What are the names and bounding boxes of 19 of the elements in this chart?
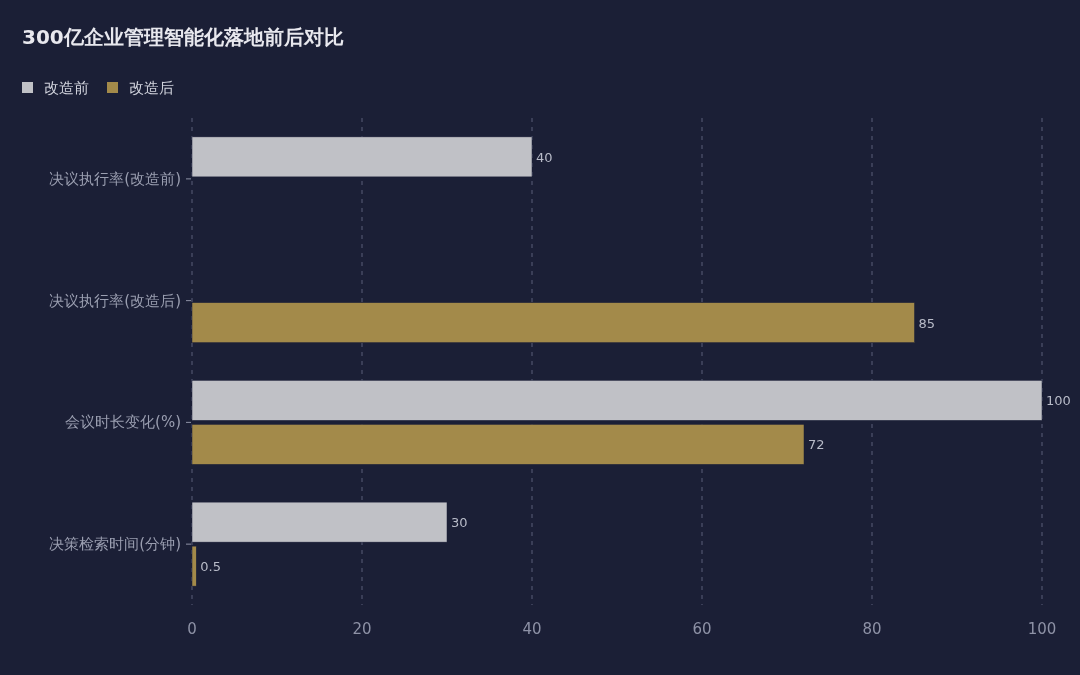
x-tick-label: 60	[692, 620, 712, 638]
x-tick-label: 20	[352, 620, 372, 638]
data-label: 100	[1046, 393, 1071, 409]
x-tick-label: 100	[1027, 620, 1057, 638]
y-tick-label: 决议执行率(改造前)	[49, 169, 181, 188]
y-tick-label: 决策检索时间(分钟)	[49, 535, 181, 554]
legend-label: 改造前	[44, 79, 89, 97]
legend-label: 改造后	[129, 79, 174, 97]
x-tick-label: 80	[862, 620, 882, 638]
chart-title: 300亿企业管理智能化落地前后对比	[22, 25, 344, 49]
y-tick-label: 会议时长变化(%)	[65, 413, 181, 432]
y-tick-label: 决议执行率(改造后)	[49, 291, 181, 310]
data-label: 40	[536, 149, 553, 165]
x-tick-label: 0	[187, 620, 197, 638]
data-label: 72	[808, 437, 825, 453]
data-label: 30	[451, 515, 468, 531]
data-label: 0.5	[200, 559, 221, 575]
x-tick-label: 40	[522, 620, 542, 638]
data-label: 85	[918, 315, 936, 331]
